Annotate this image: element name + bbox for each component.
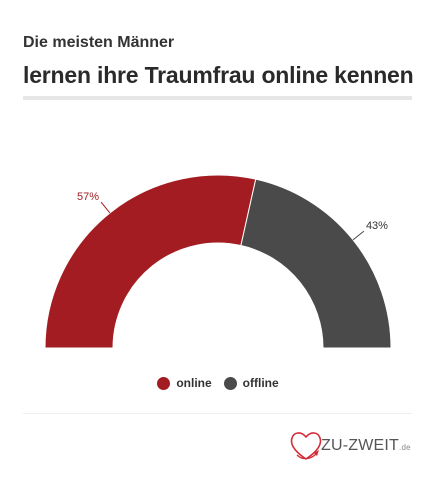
logo-tld: .de bbox=[399, 443, 411, 452]
chart-title: lernen ihre Traumfrau online kennen bbox=[23, 62, 414, 88]
chart-legend: online offline bbox=[0, 376, 436, 390]
leader-line-offline bbox=[352, 230, 365, 241]
legend-label-online: online bbox=[176, 376, 212, 390]
data-label-offline: 43% bbox=[366, 220, 388, 232]
logo-wordmark: ZU-ZWEIT.de bbox=[321, 437, 411, 455]
legend-label-offline: offline bbox=[242, 376, 279, 390]
legend-item-offline[interactable]: offline bbox=[223, 376, 279, 390]
legend-swatch-online bbox=[157, 376, 171, 390]
data-label-online: 57% bbox=[77, 191, 99, 203]
chart-subtitle: Die meisten Männer bbox=[23, 34, 175, 51]
legend-item-online[interactable]: online bbox=[157, 376, 212, 390]
heart-icon bbox=[290, 432, 322, 460]
logo-name: ZU-ZWEIT bbox=[321, 437, 400, 454]
title-divider bbox=[23, 96, 412, 100]
footer-divider bbox=[23, 413, 412, 414]
slice-offline[interactable] bbox=[240, 178, 392, 349]
leader-line-online bbox=[100, 201, 111, 214]
legend-swatch-offline bbox=[223, 376, 237, 390]
brand-logo: ZU-ZWEIT.de bbox=[288, 425, 418, 465]
slice-online[interactable] bbox=[44, 174, 257, 349]
